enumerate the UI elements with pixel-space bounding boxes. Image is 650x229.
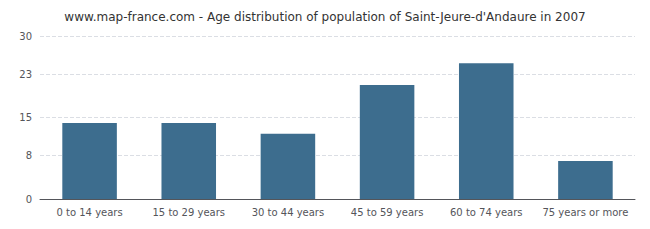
svg-text:www.map-france.com - Age distr: www.map-france.com - Age distribution of… [64,10,585,24]
svg-text:30 to 44 years: 30 to 44 years [252,207,325,218]
svg-text:0 to 14 years: 0 to 14 years [56,207,122,218]
svg-text:75 years or more: 75 years or more [542,207,628,218]
svg-text:0: 0 [26,194,32,205]
svg-text:15: 15 [19,112,32,123]
svg-text:8: 8 [26,150,32,161]
svg-text:60 to 74 years: 60 to 74 years [450,207,523,218]
svg-text:15 to 29 years: 15 to 29 years [152,207,225,218]
svg-text:30: 30 [19,31,32,42]
svg-text:45 to 59 years: 45 to 59 years [351,207,424,218]
svg-text:23: 23 [19,69,32,80]
